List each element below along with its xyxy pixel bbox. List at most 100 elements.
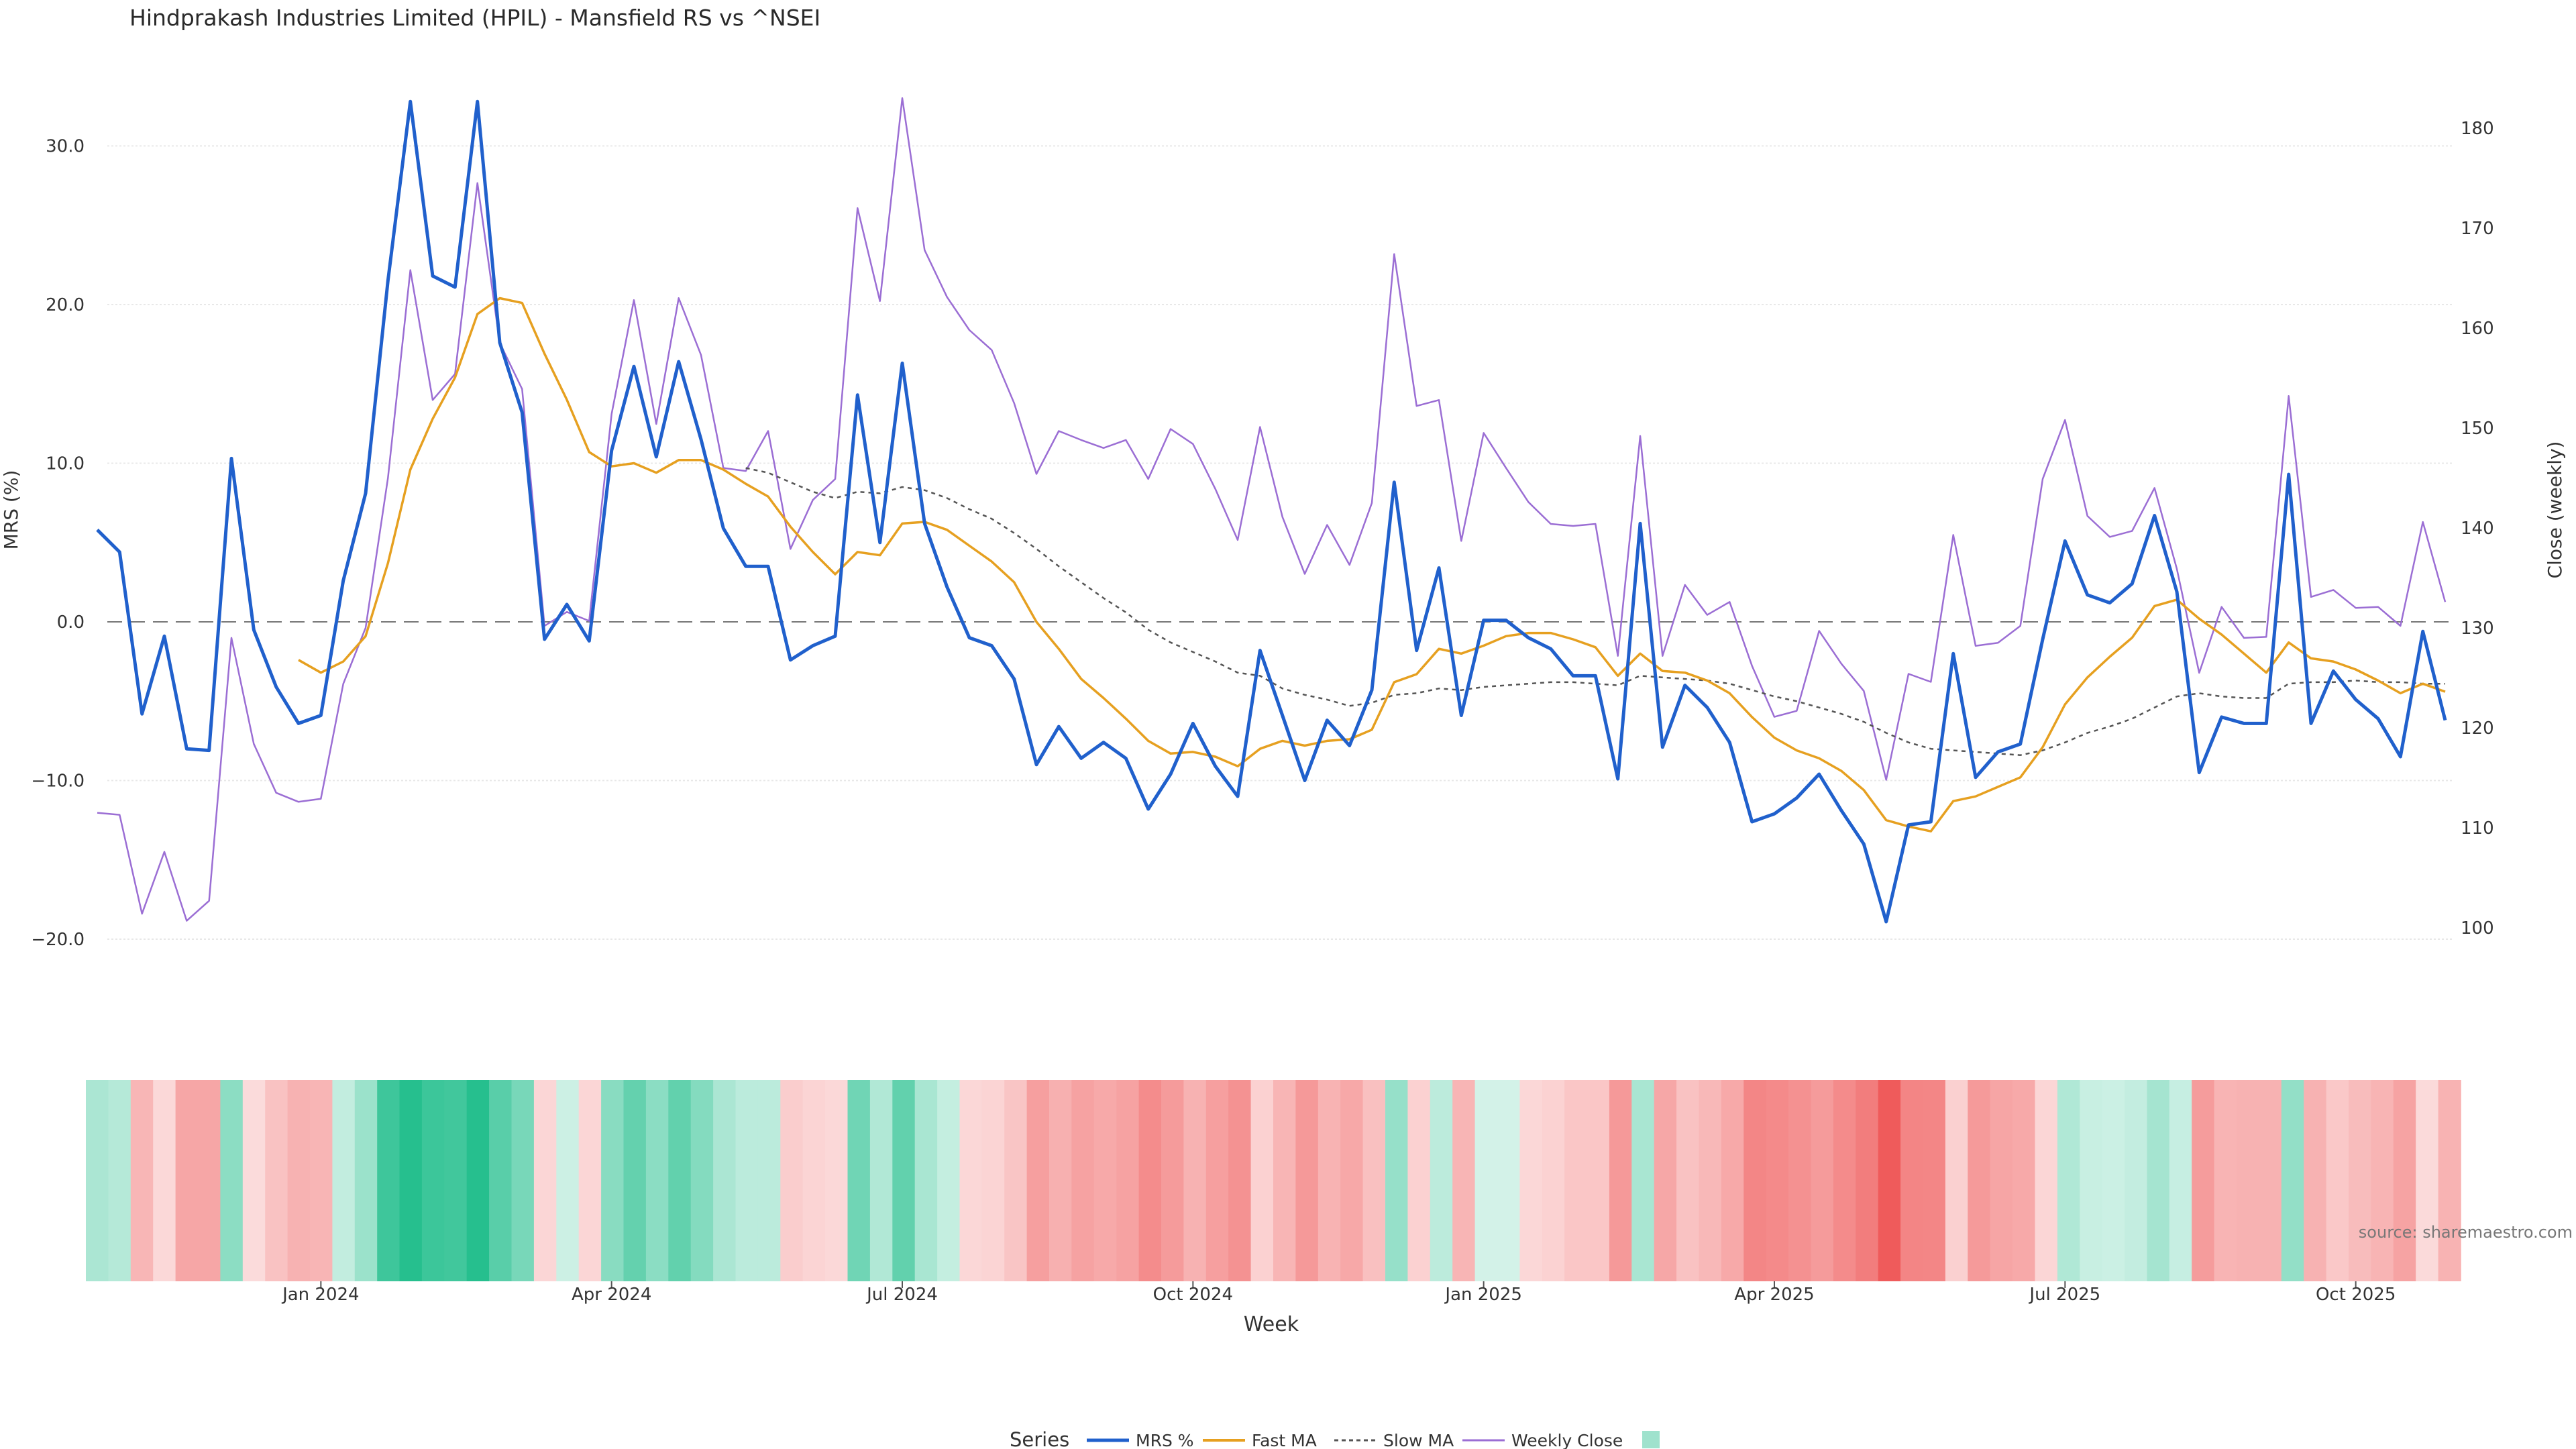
strip-cell: [735, 1080, 759, 1281]
strip-cell: [1766, 1080, 1789, 1281]
strip-cell: [2349, 1080, 2372, 1281]
legend-swatch-strip: [1642, 1431, 1660, 1448]
right-tick-label: 150: [2461, 419, 2494, 439]
strip-cell: [421, 1080, 445, 1281]
strip-cell: [2438, 1080, 2461, 1281]
strip-cell: [981, 1080, 1005, 1281]
strip-cell: [757, 1080, 782, 1281]
strip-cell: [533, 1080, 557, 1281]
strip-cell: [1833, 1080, 1857, 1281]
strip-cell: [556, 1080, 580, 1281]
strip-cell: [1071, 1080, 1095, 1281]
legend: Series MRS % Fast MA Slow MA Weekly Clos…: [1010, 1428, 1660, 1449]
strip-cell: [1250, 1080, 1274, 1281]
right-axis-ticks: 180 170 160 150 140 130 120 110 100: [2461, 119, 2494, 938]
right-tick-label: 130: [2461, 619, 2494, 639]
strip-cell: [2416, 1080, 2439, 1281]
strip-cell: [2192, 1080, 2215, 1281]
strip-cell: [1519, 1080, 1543, 1281]
strip-cell: [2080, 1080, 2103, 1281]
legend-title: Series: [1010, 1428, 1069, 1449]
strip-cell: [2393, 1080, 2416, 1281]
left-tick-label: −10.0: [31, 771, 85, 792]
strip-cell: [399, 1080, 423, 1281]
strip-cell: [153, 1080, 176, 1281]
strip-cell: [108, 1080, 131, 1281]
heatmap-strip: [86, 1080, 2461, 1281]
strip-cell: [601, 1080, 625, 1281]
x-tick-label: Jul 2024: [865, 1285, 938, 1305]
fast-ma-line: [298, 297, 2446, 833]
strip-cell: [2214, 1080, 2237, 1281]
strip-cell: [2259, 1080, 2282, 1281]
strip-cell: [1811, 1080, 1834, 1281]
strip-cell: [2237, 1080, 2260, 1281]
slow-ma-line: [745, 467, 2445, 756]
strip-cell: [287, 1080, 311, 1281]
strip-cell: [466, 1080, 490, 1281]
strip-cell: [1900, 1080, 1924, 1281]
strip-cell: [1407, 1080, 1431, 1281]
left-tick-label: 20.0: [46, 295, 85, 315]
x-tick-label: Jan 2024: [281, 1285, 360, 1305]
strip-cell: [937, 1080, 961, 1281]
strip-cell: [645, 1080, 669, 1281]
strip-cell: [1452, 1080, 1476, 1281]
legend-label-slow-ma: Slow MA: [1383, 1431, 1454, 1449]
strip-cell: [1205, 1080, 1229, 1281]
strip-cell: [265, 1080, 288, 1281]
strip-cell: [2012, 1080, 2036, 1281]
strip-cell: [1743, 1080, 1767, 1281]
strip-cell: [2169, 1080, 2192, 1281]
source-text: source: sharemaestro.com: [2359, 1223, 2573, 1242]
strip-cell: [847, 1080, 871, 1281]
strip-cell: [1856, 1080, 1879, 1281]
strip-cell: [668, 1080, 692, 1281]
strip-cell: [802, 1080, 826, 1281]
legend-label-mrs: MRS %: [1136, 1431, 1194, 1449]
right-tick-label: 170: [2461, 219, 2494, 239]
strip-cell: [1228, 1080, 1252, 1281]
strip-cell: [1564, 1080, 1588, 1281]
strip-cell: [1968, 1080, 1991, 1281]
strip-cell: [310, 1080, 333, 1281]
strip-cell: [332, 1080, 356, 1281]
x-tick-label: Jul 2025: [2028, 1285, 2100, 1305]
x-tick-label: Jan 2025: [1444, 1285, 1522, 1305]
strip-cell: [1430, 1080, 1453, 1281]
strip-cell: [2035, 1080, 2058, 1281]
strip-cell: [2147, 1080, 2170, 1281]
strip-cell: [1318, 1080, 1341, 1281]
strip-cell: [198, 1080, 221, 1281]
left-tick-label: 0.0: [57, 612, 85, 633]
strip-cell: [489, 1080, 513, 1281]
strip-cell: [444, 1080, 468, 1281]
strip-cell: [1273, 1080, 1297, 1281]
strip-cell: [242, 1080, 266, 1281]
strip-cell: [1474, 1080, 1498, 1281]
left-tick-label: 10.0: [46, 454, 85, 474]
strip-cell: [713, 1080, 737, 1281]
strip-cell: [780, 1080, 804, 1281]
strip-cell: [1004, 1080, 1028, 1281]
x-tick-label: Apr 2025: [1734, 1285, 1814, 1305]
strip-cell: [2125, 1080, 2148, 1281]
strip-cell: [130, 1080, 154, 1281]
x-tick-label: Oct 2025: [2316, 1285, 2396, 1305]
legend-label-fast-ma: Fast MA: [1252, 1431, 1317, 1449]
strip-cell: [354, 1080, 378, 1281]
strip-cell: [2326, 1080, 2349, 1281]
strip-cell: [1587, 1080, 1610, 1281]
x-tick-label: Oct 2024: [1153, 1285, 1233, 1305]
right-tick-label: 160: [2461, 319, 2494, 339]
strip-cell: [86, 1080, 109, 1281]
strip-cell: [914, 1080, 938, 1281]
strip-cell: [1676, 1080, 1700, 1281]
right-tick-label: 110: [2461, 818, 2494, 839]
strip-cell: [1116, 1080, 1140, 1281]
strip-cell: [825, 1080, 849, 1281]
strip-cell: [869, 1080, 894, 1281]
right-tick-label: 100: [2461, 918, 2494, 938]
strip-cell: [1049, 1080, 1073, 1281]
